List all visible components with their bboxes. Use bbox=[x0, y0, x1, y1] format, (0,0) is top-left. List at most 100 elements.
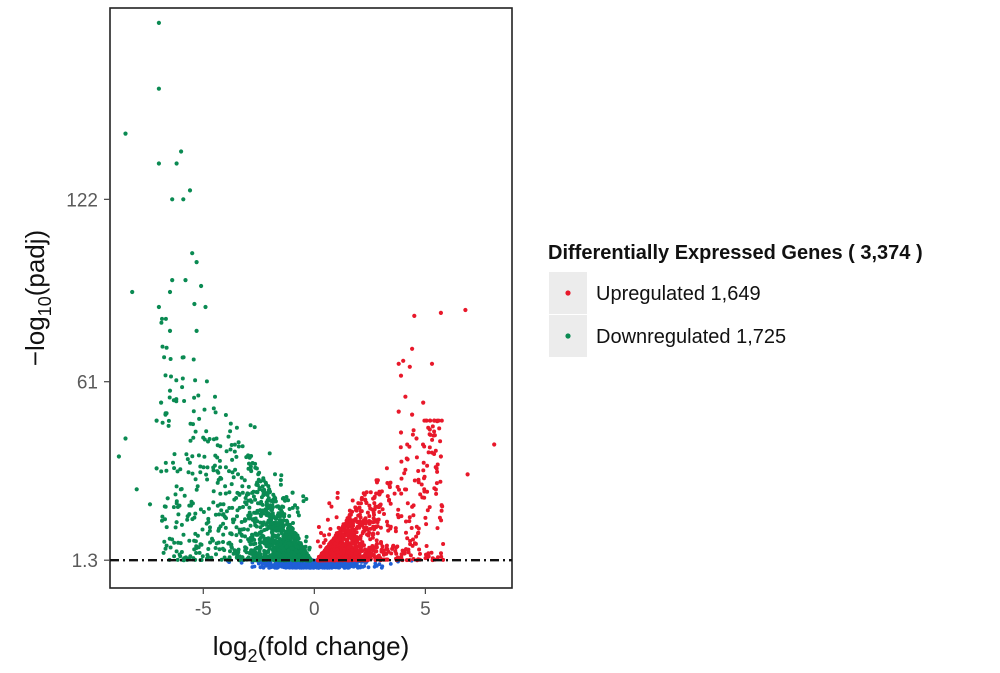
downregulated-point bbox=[280, 510, 285, 515]
downregulated-point bbox=[235, 514, 239, 519]
downregulated-point bbox=[206, 516, 211, 521]
downregulated-point bbox=[154, 418, 159, 423]
y-tick-label: 61 bbox=[77, 373, 98, 394]
upregulated-point bbox=[372, 519, 377, 524]
downregulated-point bbox=[215, 503, 220, 508]
legend-dot-downregulated bbox=[565, 333, 571, 339]
upregulated-point bbox=[357, 542, 362, 547]
upregulated-point bbox=[354, 555, 359, 560]
upregulated-point bbox=[465, 472, 470, 477]
downregulated-point bbox=[237, 492, 242, 497]
downregulated-point bbox=[258, 479, 263, 484]
upregulated-point bbox=[375, 520, 380, 525]
nonsignificant-point bbox=[252, 564, 257, 569]
upregulated-point bbox=[372, 527, 377, 532]
upregulated-point bbox=[340, 543, 345, 548]
downregulated-point bbox=[217, 458, 222, 463]
upregulated-point bbox=[368, 526, 373, 531]
nonsignificant-point bbox=[297, 564, 301, 568]
downregulated-point bbox=[202, 407, 207, 412]
downregulated-point bbox=[188, 438, 193, 443]
upregulated-point bbox=[434, 466, 439, 471]
downregulated-point bbox=[298, 542, 303, 547]
downregulated-point bbox=[241, 505, 245, 509]
downregulated-point bbox=[160, 518, 164, 523]
downregulated-point bbox=[210, 536, 214, 541]
downregulated-point bbox=[172, 466, 177, 471]
downregulated-point bbox=[247, 455, 252, 460]
downregulated-point bbox=[200, 554, 205, 559]
downregulated-point bbox=[180, 385, 185, 390]
downregulated-point bbox=[251, 494, 256, 499]
upregulated-point bbox=[398, 373, 404, 378]
downregulated-point bbox=[283, 529, 288, 534]
upregulated-point bbox=[382, 512, 386, 516]
upregulated-point bbox=[399, 491, 404, 496]
upregulated-point bbox=[370, 535, 375, 540]
upregulated-point bbox=[428, 432, 433, 437]
upregulated-point bbox=[414, 455, 419, 460]
downregulated-point bbox=[291, 521, 295, 525]
upregulated-point bbox=[403, 487, 407, 492]
upregulated-point bbox=[319, 531, 323, 535]
downregulated-point bbox=[257, 487, 262, 492]
upregulated-point bbox=[439, 551, 443, 556]
upregulated-point bbox=[410, 346, 415, 351]
downregulated-point bbox=[163, 546, 168, 551]
downregulated-point bbox=[239, 475, 244, 480]
downregulated-point bbox=[258, 552, 263, 557]
x-tick-label: 0 bbox=[309, 599, 320, 620]
downregulated-point bbox=[198, 470, 203, 475]
downregulated-point bbox=[247, 505, 252, 510]
downregulated-point bbox=[248, 423, 253, 428]
downregulated-point bbox=[246, 466, 251, 471]
upregulated-point bbox=[384, 466, 389, 471]
upregulated-point bbox=[439, 418, 444, 423]
downregulated-point bbox=[250, 532, 254, 537]
upregulated-point bbox=[429, 361, 435, 366]
downregulated-point bbox=[185, 457, 190, 462]
downregulated-point bbox=[267, 451, 272, 456]
downregulated-point bbox=[187, 460, 192, 465]
downregulated-point bbox=[274, 544, 279, 549]
downregulated-point bbox=[174, 520, 179, 525]
downregulated-point bbox=[304, 497, 309, 501]
downregulated-point bbox=[228, 447, 233, 452]
upregulated-point bbox=[354, 507, 359, 511]
downregulated-point bbox=[167, 328, 173, 333]
downregulated-point bbox=[248, 523, 253, 528]
downregulated-point bbox=[199, 283, 204, 289]
downregulated-point bbox=[259, 499, 264, 504]
nonsignificant-point bbox=[351, 564, 356, 569]
upregulated-point bbox=[401, 358, 406, 363]
downregulated-point bbox=[193, 429, 198, 434]
upregulated-point bbox=[339, 550, 344, 554]
downregulated-point bbox=[201, 510, 206, 514]
downregulated-point bbox=[211, 406, 216, 411]
downregulated-point bbox=[268, 553, 273, 558]
downregulated-point bbox=[292, 539, 297, 544]
downregulated-point bbox=[221, 521, 226, 526]
upregulated-point bbox=[367, 514, 372, 519]
downregulated-point bbox=[134, 487, 139, 492]
downregulated-point bbox=[233, 467, 238, 472]
downregulated-point bbox=[281, 553, 285, 558]
downregulated-point bbox=[162, 539, 167, 544]
downregulated-point bbox=[253, 523, 258, 528]
downregulated-point bbox=[190, 454, 195, 459]
upregulated-point bbox=[403, 394, 408, 399]
downregulated-point bbox=[220, 546, 225, 551]
upregulated-point bbox=[416, 480, 421, 485]
downregulated-point bbox=[286, 498, 291, 503]
upregulated-point bbox=[371, 516, 376, 521]
upregulated-point bbox=[438, 479, 443, 484]
downregulated-point bbox=[270, 543, 275, 548]
downregulated-point bbox=[156, 86, 161, 91]
upregulated-point bbox=[463, 307, 468, 313]
upregulated-point bbox=[403, 467, 408, 472]
downregulated-point bbox=[170, 197, 175, 202]
nonsignificant-point bbox=[279, 562, 283, 567]
downregulated-point bbox=[301, 551, 306, 555]
upregulated-point bbox=[412, 313, 417, 318]
